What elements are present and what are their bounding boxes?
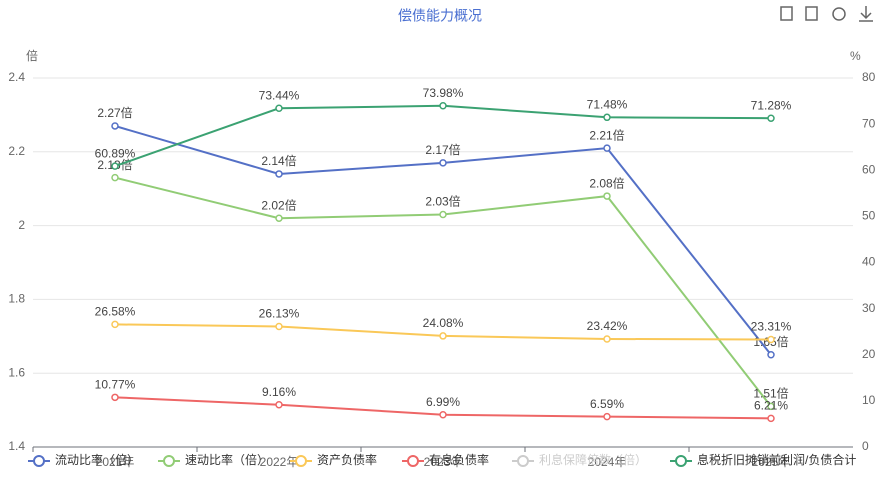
y-tick-label: 2.2 (8, 144, 25, 158)
data-point (767, 402, 775, 411)
legend-item[interactable]: 流动比率（倍） (28, 452, 139, 467)
data-point (111, 393, 119, 402)
y-tick-label: 1.6 (8, 365, 25, 379)
y-tick-label: 2.4 (8, 70, 25, 84)
data-label: 23.42% (587, 319, 628, 333)
legend-label: 资产负债率 (317, 452, 377, 467)
data-point (439, 159, 447, 167)
y2-tick-label: 10 (862, 393, 876, 407)
legend-label: 流动比率（倍） (55, 452, 139, 467)
legend-label: 有息负债率 (429, 452, 489, 467)
legend-item[interactable]: 利息保障倍数（倍） (512, 452, 647, 467)
data-label: 6.21% (754, 399, 788, 413)
data-point (439, 102, 447, 110)
data-label: 24.08% (423, 316, 464, 330)
y-tick-label: 1.4 (8, 439, 25, 453)
legend-marker (295, 455, 307, 467)
print-icon[interactable] (780, 6, 793, 21)
legend-marker (675, 455, 687, 467)
data-point (111, 320, 119, 329)
legend-marker (517, 455, 529, 467)
legend-label: 速动比率（倍） (185, 452, 269, 467)
data-label: 10.77% (95, 377, 136, 391)
data-label: 71.48% (587, 97, 628, 111)
data-label: 2.03倍 (425, 194, 460, 209)
y-axis-label: 倍 (26, 48, 38, 63)
data-label: 71.28% (751, 98, 792, 112)
data-label: 2.17倍 (425, 142, 460, 157)
legend-marker (407, 455, 419, 467)
data-point (603, 192, 611, 200)
data-view-icon[interactable] (805, 6, 818, 21)
data-point (603, 335, 611, 343)
y-tick-label: 2 (18, 218, 25, 232)
data-label: 6.59% (590, 397, 624, 411)
data-point (767, 114, 775, 122)
data-label: 73.44% (259, 88, 300, 102)
legend-label: 息税折旧摊销前利润/负债合计 (697, 452, 856, 467)
y2-tick-label: 70 (862, 116, 876, 130)
data-point (603, 412, 611, 421)
data-point (275, 400, 283, 409)
y2-tick-label: 0 (862, 439, 869, 453)
data-point (767, 351, 775, 359)
legend-label: 利息保障倍数（倍） (539, 452, 647, 467)
chart-title: 偿债能力概况 (398, 8, 482, 24)
data-point (111, 162, 119, 170)
data-point (767, 335, 775, 344)
x-tick-label: 2022年 (260, 455, 299, 469)
y2-tick-label: 20 (862, 347, 876, 361)
data-label: 6.99% (426, 395, 460, 409)
data-point (275, 104, 283, 113)
data-label: 60.89% (95, 146, 136, 160)
y2-tick-label: 80 (862, 70, 876, 84)
data-point (111, 122, 119, 130)
data-label: 2.21倍 (589, 127, 624, 142)
data-point (439, 332, 447, 340)
data-point (275, 322, 283, 331)
y2-tick-label: 50 (862, 209, 876, 223)
data-point (439, 411, 447, 419)
legend-item[interactable]: 有息负债率 (402, 452, 489, 467)
y2-tick-label: 40 (862, 255, 876, 269)
data-point (439, 210, 447, 219)
restore-icon[interactable] (832, 7, 846, 21)
x-tick-label: 2023年 (424, 455, 463, 469)
data-point (275, 170, 283, 178)
toolbar (780, 6, 873, 22)
data-point (603, 113, 611, 122)
legend-marker (163, 455, 175, 467)
data-label: 26.13% (259, 307, 300, 321)
save-icon[interactable] (859, 6, 873, 22)
legend-marker (33, 455, 45, 467)
x-tick-label: 2025年 (752, 455, 791, 469)
data-label: 26.58% (95, 305, 136, 319)
data-label: 2.02倍 (261, 197, 296, 212)
data-point (603, 144, 611, 152)
y2-tick-label: 60 (862, 162, 876, 176)
data-label: 2.08倍 (589, 175, 624, 190)
data-label: 2.27倍 (97, 105, 132, 120)
legend-item[interactable]: 息税折旧摊销前利润/负债合计 (670, 452, 856, 467)
x-tick-label: 2021年 (96, 455, 135, 469)
y2-tick-label: 30 (862, 301, 876, 315)
series-line (114, 104, 772, 168)
data-label: 73.98% (423, 86, 464, 100)
data-label: 23.31% (751, 320, 792, 334)
data-point (111, 173, 119, 182)
legend-item[interactable]: 速动比率（倍） (158, 452, 269, 467)
data-point (275, 214, 283, 222)
data-label: 2.14倍 (261, 153, 296, 168)
y-tick-label: 1.8 (8, 292, 25, 306)
y2-axis-label: % (850, 49, 861, 63)
legend-item[interactable]: 资产负债率 (290, 452, 377, 467)
data-label: 1.51倍 (753, 386, 788, 401)
x-tick-label: 2024年 (588, 455, 627, 469)
data-label: 9.16% (262, 385, 296, 399)
data-point (767, 414, 775, 423)
